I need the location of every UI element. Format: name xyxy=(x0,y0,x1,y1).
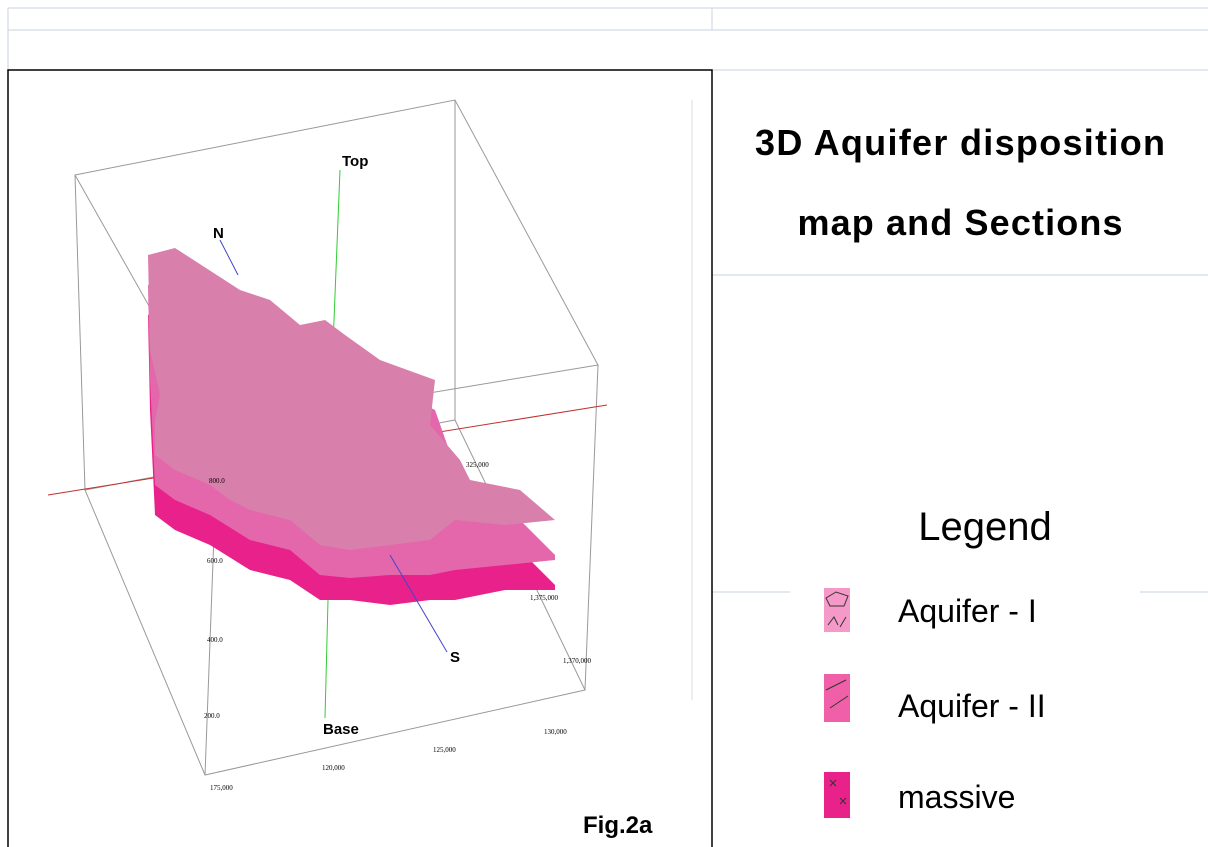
axis-label: Top xyxy=(342,153,368,170)
tick-label: 800.0 xyxy=(209,477,225,485)
axis-label: Base xyxy=(323,721,359,738)
tick-label: 325,000 xyxy=(466,461,489,469)
legend-title: Legend xyxy=(918,505,1051,549)
axis-label: S xyxy=(450,649,460,666)
axis-label: N xyxy=(213,225,224,242)
legend-item: massive xyxy=(898,779,1015,815)
vertical-axis xyxy=(325,600,328,718)
north-axis xyxy=(220,240,238,275)
document: Top N S Base 800.0 600.0 400.0 200.0 325,000… xyxy=(0,0,1208,847)
page: Top N S Base 800.0 600.0 400.0 200.0 325,000… xyxy=(0,0,1208,847)
tick-label: 1,375,000 xyxy=(530,594,559,602)
caption: Fig.2a xyxy=(583,812,653,839)
aquifer-body xyxy=(148,248,555,605)
tick-label: 130,000 xyxy=(544,728,567,736)
panel-title: map and Sections xyxy=(798,202,1123,243)
tick-label: 200.0 xyxy=(204,712,220,720)
tick-label: 400.0 xyxy=(207,636,223,644)
tick-label: 1,370,000 xyxy=(563,657,592,665)
tick-label: 120,000 xyxy=(322,764,345,772)
tick-label: 175,000 xyxy=(210,784,233,792)
legend-swatch xyxy=(824,674,850,722)
legend-swatch xyxy=(824,588,850,632)
legend-swatch xyxy=(824,772,850,818)
tick-label: 125,000 xyxy=(433,746,456,754)
legend-item: Aquifer - I xyxy=(898,593,1037,629)
legend-item: Aquifer - II xyxy=(898,688,1046,724)
panel-title: 3D Aquifer disposition xyxy=(755,122,1165,163)
tick-label: 600.0 xyxy=(207,557,223,565)
